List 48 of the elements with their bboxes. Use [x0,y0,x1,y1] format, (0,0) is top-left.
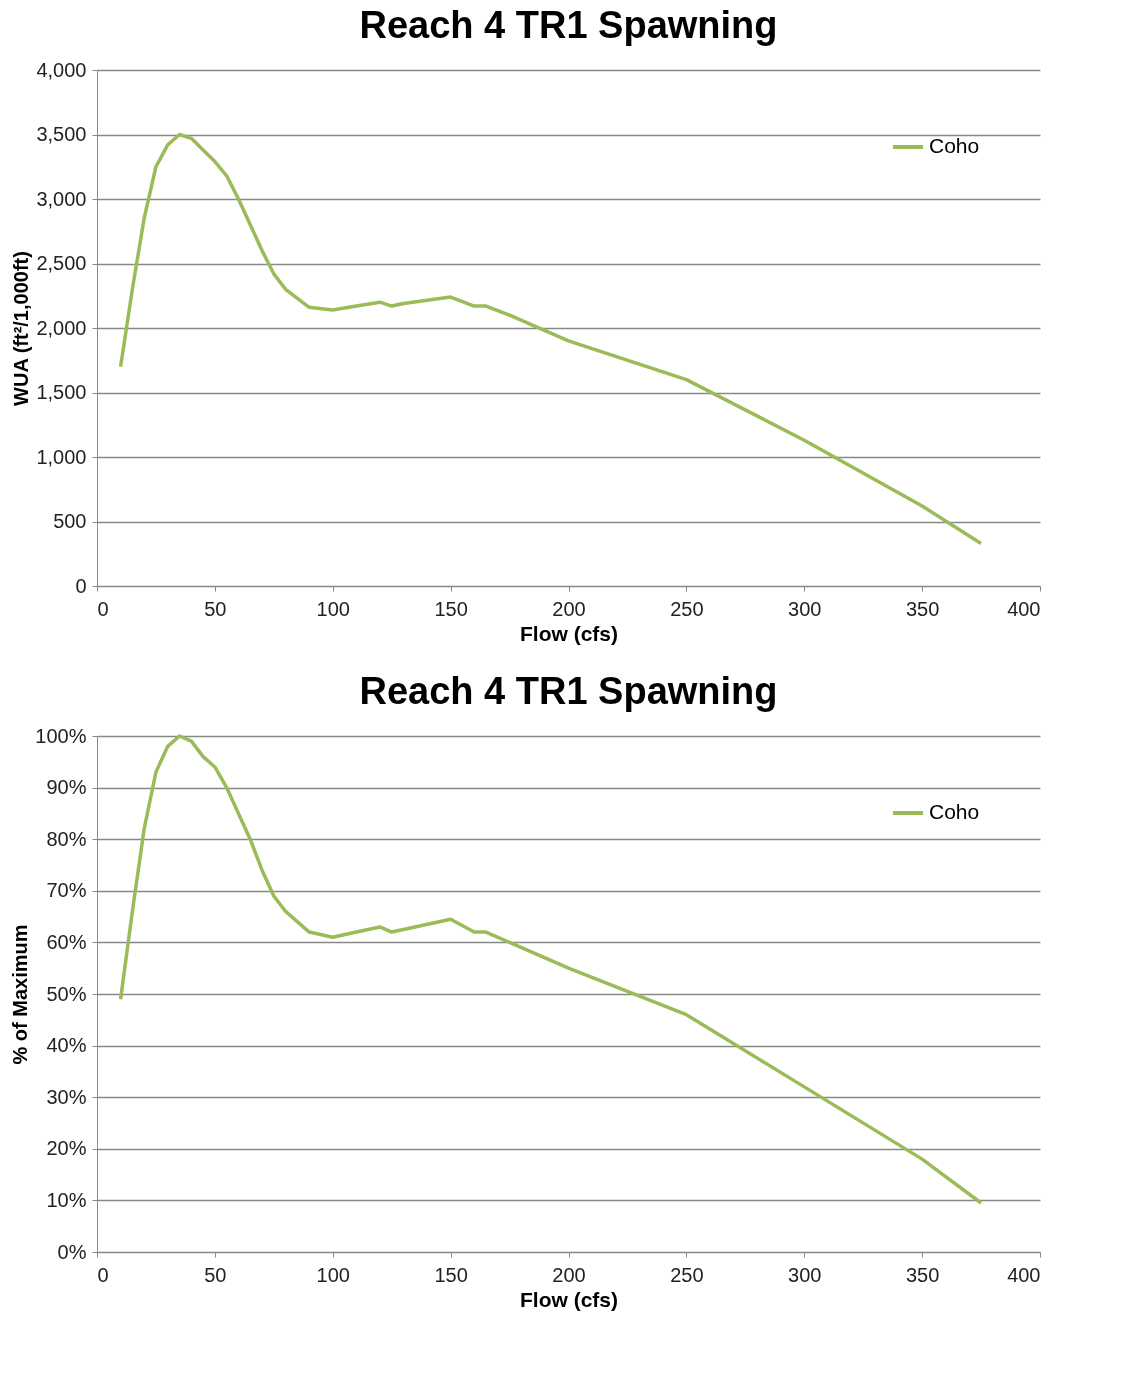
x-tick-label: 400 [1007,1263,1041,1286]
y-axis-title: WUA (ft²/1,000ft) [10,251,33,406]
y-tick-label: 80% [46,827,87,850]
x-tick-label: 150 [434,1263,468,1286]
y-tick-label: 50% [46,982,87,1005]
x-tick-label: 50 [204,597,227,620]
x-tick-label: 200 [552,1263,586,1286]
x-tick-label: 350 [905,597,940,620]
chart-title: Reach 4 TR1 Spawning [359,4,778,46]
chart-title: Reach 4 TR1 Spawning [359,670,778,712]
x-tick-label: 200 [552,597,586,620]
y-tick-label: 4,000 [36,58,87,81]
y-tick-label: 30% [46,1085,87,1108]
line-series [118,734,983,1205]
x-tick-label: 0 [97,1263,109,1286]
x-tick-label: 150 [434,597,468,620]
x-tick-label: 50 [204,1263,227,1286]
line-series [118,132,983,546]
x-tick-label: 250 [670,1263,704,1286]
y-tick-label: 3,000 [36,187,87,210]
y-tick-label: 70% [46,879,87,902]
y-tick-label: 20% [46,1137,87,1160]
y-tick-label: 2,500 [36,252,87,274]
y-tick-label: 60% [46,930,87,953]
y-tick-label: 40% [46,1034,87,1057]
y-tick-label: 3,500 [36,123,87,145]
x-tick-label: 100 [316,597,350,620]
x-axis-title: Flow (cfs) [520,621,618,645]
y-tick-label: 2,000 [36,316,87,339]
x-tick-label: 350 [905,1263,940,1286]
x-tick-label: 400 [1007,597,1041,620]
x-axis-title: Flow (cfs) [520,1287,618,1311]
y-tick-label: 1,000 [36,445,87,468]
x-tick-label: 300 [788,597,822,620]
y-tick-label: 0 [75,574,87,597]
y-tick-label: 10% [46,1188,87,1211]
x-tick-label: 0 [97,597,109,620]
legend-label: Coho [929,134,980,157]
legend-label: Coho [929,800,980,823]
x-tick-label: 250 [670,597,704,620]
y-tick-label: 90% [46,776,87,799]
x-tick-label: 300 [788,1263,822,1286]
y-tick-label: 500 [53,510,87,532]
y-tick-label: 1,500 [36,381,87,403]
y-axis-title: % of Maximum [9,924,32,1065]
x-tick-label: 100 [316,1263,350,1286]
y-tick-label: 0% [57,1240,87,1263]
y-tick-label: 100% [35,724,87,747]
